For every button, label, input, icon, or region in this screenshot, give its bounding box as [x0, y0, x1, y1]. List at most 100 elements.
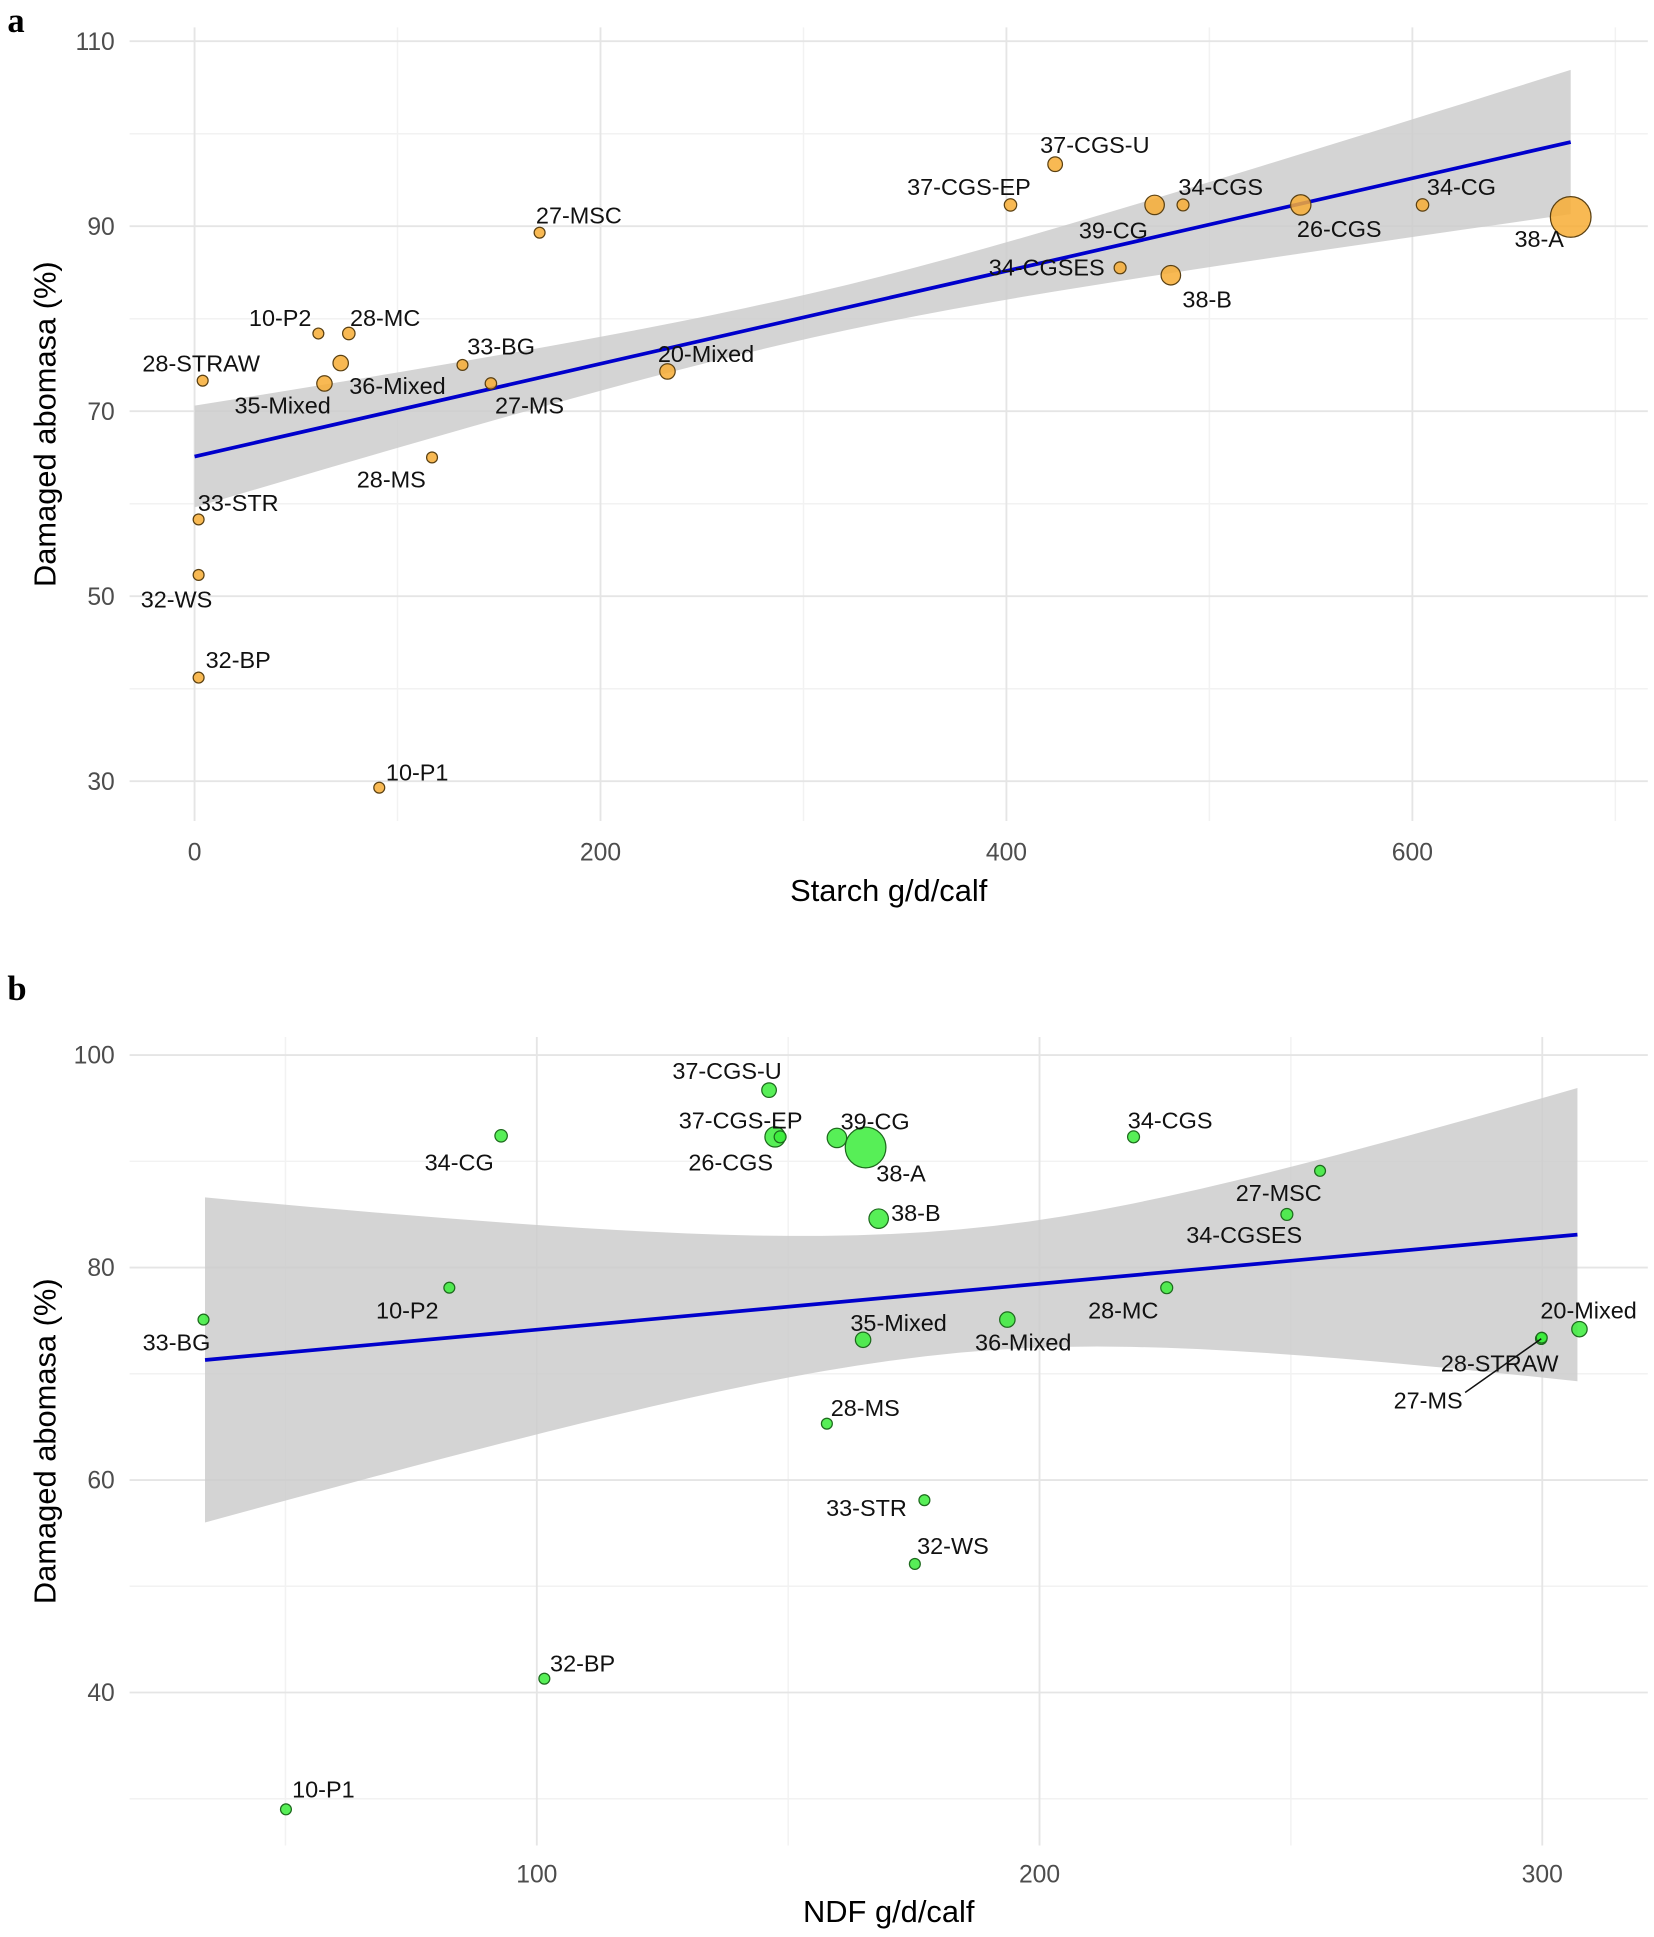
- data-point: [1113, 261, 1127, 275]
- data-label: 34-CGSES: [989, 254, 1105, 280]
- data-label: 34-CGS: [1128, 1107, 1213, 1133]
- data-point: [773, 1130, 787, 1144]
- x-tick-label: 300: [1522, 1862, 1563, 1889]
- data-label: 34-CGS: [1178, 174, 1263, 200]
- data-label: 10-P2: [249, 305, 312, 331]
- data-point: [844, 1126, 887, 1169]
- x-tick-label: 200: [1019, 1862, 1060, 1889]
- y-axis-title: Damaged abomasa (%): [28, 1278, 63, 1604]
- data-label: 37-CGS-U: [672, 1058, 781, 1084]
- data-point: [341, 326, 356, 341]
- y-tick-label: 30: [87, 769, 114, 796]
- data-label: 20-Mixed: [1540, 1297, 1636, 1323]
- data-point: [456, 358, 469, 372]
- regression-line: [204, 1232, 1578, 1362]
- data-label: 38-A: [876, 1160, 926, 1186]
- data-point: [1160, 1281, 1174, 1295]
- data-point: [197, 1313, 210, 1326]
- data-point: [373, 781, 386, 794]
- x-tick-label: 100: [516, 1862, 557, 1889]
- data-label: 36-Mixed: [975, 1330, 1071, 1356]
- y-axis-title: Damaged abomasa (%): [28, 261, 63, 587]
- data-label: 26-CGS: [688, 1149, 773, 1175]
- data-point: [918, 1494, 931, 1507]
- data-point: [868, 1208, 890, 1230]
- data-label: 39-CG: [1079, 217, 1148, 243]
- data-point: [826, 1127, 848, 1149]
- data-label: 37-CGS-EP: [679, 1107, 803, 1133]
- chart-panel-a: 30 50 70 90 110 0 200 400 600 28-STRAW 10-P2 28-MC 3…: [28, 27, 1648, 908]
- chart-panel-b: 40 60 80 100 100 200 300 10-P1 32-BP 33-BG 10-P2 34…: [28, 1037, 1648, 1929]
- confidence-band: [194, 69, 1571, 508]
- data-label: 27-MSC: [536, 203, 622, 229]
- data-point: [820, 1417, 833, 1430]
- data-point: [761, 1082, 777, 1099]
- data-label: 33-STR: [198, 490, 279, 516]
- data-label: 28-MC: [1088, 1297, 1158, 1323]
- regression-line: [194, 140, 1572, 459]
- data-label: 34-CG: [1427, 174, 1496, 200]
- data-label: 35-Mixed: [850, 1310, 946, 1336]
- data-point: [192, 513, 205, 526]
- data-point: [1571, 1320, 1588, 1338]
- y-tick-label: 100: [74, 1043, 115, 1070]
- data-point: [1144, 194, 1165, 216]
- data-label: 36-Mixed: [349, 373, 445, 399]
- data-point: [1313, 1164, 1327, 1177]
- data-point: [1280, 1207, 1294, 1222]
- data-label: 32-WS: [141, 586, 213, 612]
- data-label: 37-CGS-EP: [907, 174, 1031, 200]
- data-label: 34-CG: [425, 1149, 494, 1175]
- data-label: 28-STRAW: [142, 351, 261, 377]
- data-label: 10-P1: [292, 1776, 355, 1802]
- y-tick-label: 60: [87, 1468, 114, 1495]
- label-leader-line: [1464, 1338, 1542, 1394]
- y-tick-label: 40: [87, 1680, 114, 1707]
- data-point: [443, 1281, 456, 1294]
- y-tick-label: 50: [87, 584, 114, 611]
- x-tick-label: 400: [986, 839, 1027, 866]
- data-label: 38-B: [891, 1200, 941, 1226]
- data-label: 32-WS: [917, 1533, 989, 1559]
- data-point: [1549, 196, 1592, 238]
- data-label: 39-CG: [841, 1109, 910, 1135]
- data-point: [538, 1672, 551, 1685]
- y-tick-label: 90: [87, 214, 114, 241]
- data-label: 32-BP: [550, 1650, 615, 1676]
- data-point: [312, 327, 325, 340]
- x-tick-label: 200: [580, 839, 621, 866]
- data-point: [1289, 194, 1312, 216]
- data-label: 33-STR: [826, 1495, 907, 1521]
- data-point: [1160, 264, 1182, 286]
- data-label: 33-BG: [143, 1330, 211, 1356]
- data-label: 35-Mixed: [234, 393, 330, 419]
- data-label: 33-BG: [467, 333, 535, 359]
- data-label: 38-A: [1514, 226, 1564, 252]
- data-label: 38-B: [1182, 287, 1232, 313]
- data-point: [494, 1128, 508, 1143]
- x-tick-label: 600: [1392, 839, 1433, 866]
- data-label: 26-CGS: [1297, 216, 1382, 242]
- data-label: 32-BP: [206, 647, 271, 673]
- y-tick-label: 70: [87, 399, 114, 426]
- data-label: 28-MS: [357, 467, 426, 493]
- y-tick-label: 80: [87, 1255, 114, 1282]
- x-axis-title: Starch g/d/calf: [790, 873, 988, 908]
- data-point: [316, 375, 333, 392]
- data-point: [196, 374, 209, 387]
- data-point: [908, 1557, 921, 1571]
- data-label: 20-Mixed: [658, 341, 754, 367]
- data-point: [1003, 198, 1018, 212]
- data-label: 27-MSC: [1236, 1180, 1322, 1206]
- x-axis-title: NDF g/d/calf: [803, 1894, 975, 1929]
- data-label: 10-P2: [376, 1297, 439, 1323]
- data-point: [854, 1331, 872, 1349]
- data-label: 28-MC: [350, 305, 420, 331]
- data-point: [1047, 156, 1064, 173]
- data-point: [659, 363, 676, 380]
- panel-letter-b: b: [7, 970, 26, 1008]
- data-point: [192, 568, 205, 582]
- data-label: 34-CGSES: [1186, 1222, 1302, 1248]
- data-point: [332, 354, 350, 372]
